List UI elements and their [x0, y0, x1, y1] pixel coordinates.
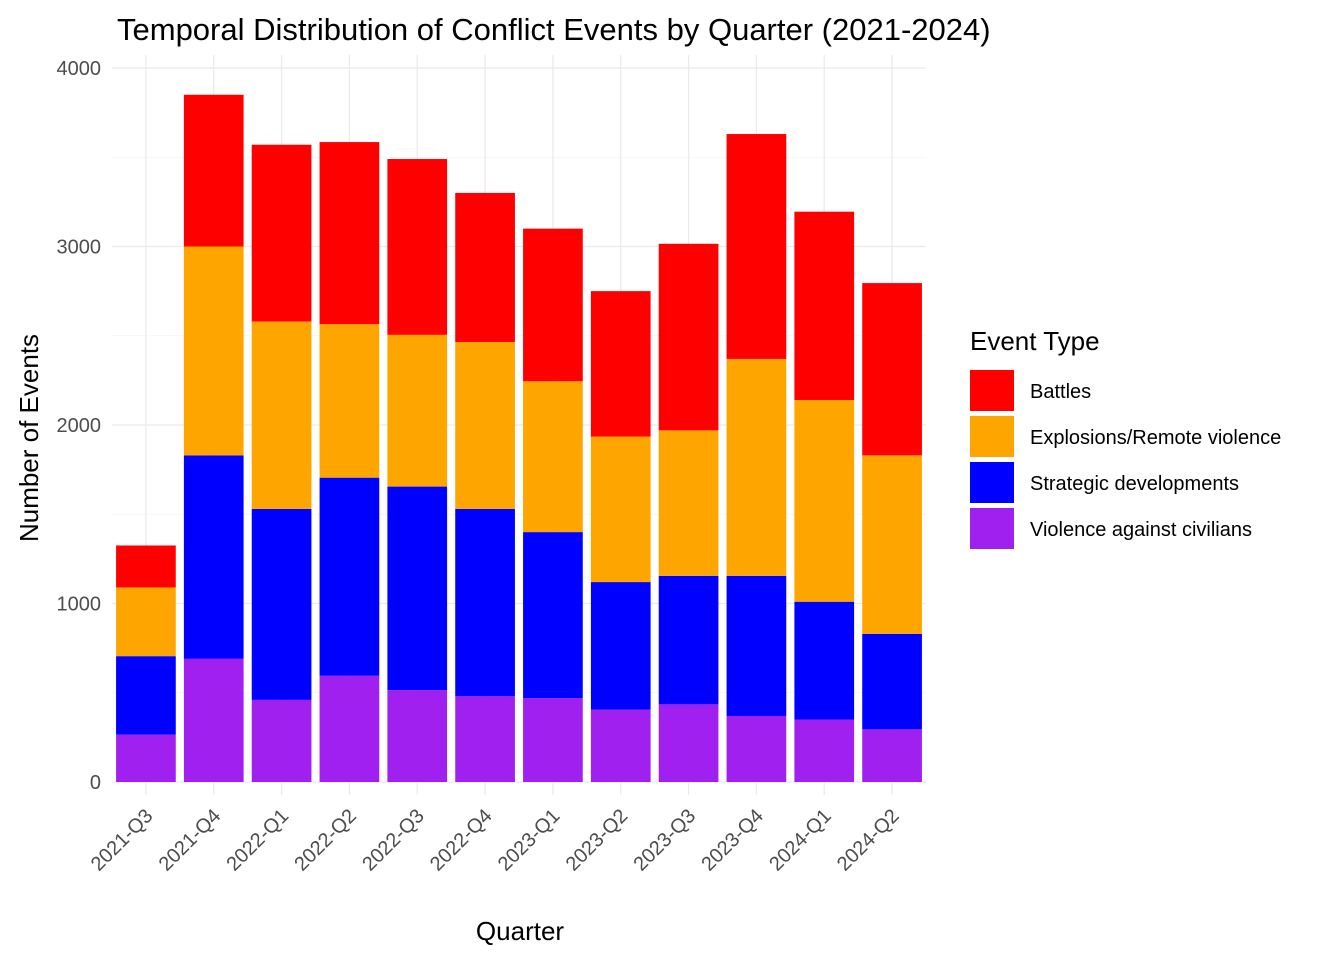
legend-label: Battles [1030, 381, 1091, 403]
bar-segment [251, 321, 312, 509]
x-tick-label: 2024-Q1 [765, 805, 836, 876]
bar-segment [387, 690, 448, 782]
y-axis-ticks: 0 1000 2000 3000 4000 [57, 58, 102, 794]
bar-segment [862, 633, 922, 730]
bar-segment [726, 575, 787, 716]
y-tick-label: 4000 [57, 58, 102, 80]
y-tick-label: 1000 [57, 594, 102, 616]
bar-segment [726, 134, 787, 359]
bar-segment [319, 675, 380, 782]
legend-swatch [970, 416, 1014, 457]
x-tick-label: 2023-Q2 [562, 805, 633, 876]
x-axis-label: Quarter [476, 916, 564, 946]
legend: Event Type Battles Explosions/Remote viol… [970, 326, 1281, 549]
bar-segment [183, 94, 244, 247]
bar-segment [862, 283, 922, 456]
bar-segment [658, 575, 719, 705]
bar-segment [794, 211, 855, 401]
bar-segment [794, 400, 855, 602]
x-tick-label: 2024-Q2 [833, 805, 904, 876]
bar-segment [319, 142, 380, 325]
legend-label: Explosions/Remote violence [1030, 427, 1281, 449]
chart-title: Temporal Distribution of Conflict Events… [117, 12, 991, 47]
bar-segment [251, 144, 312, 322]
legend-label: Violence against civilians [1030, 519, 1252, 541]
legend-title: Event Type [970, 326, 1100, 356]
bar-segment [251, 699, 312, 782]
bar-segment [183, 658, 244, 782]
bar-segment [590, 582, 651, 710]
x-tick-label: 2023-Q4 [697, 805, 768, 876]
bar-segment [794, 719, 855, 782]
bar-segment [862, 455, 922, 634]
bar-segment [455, 696, 515, 782]
bar-segment [726, 715, 787, 782]
bar-segment [590, 436, 651, 583]
legend-swatch [970, 508, 1014, 549]
bar-segment [319, 477, 380, 676]
bar-segment [387, 159, 448, 335]
bar-segment [251, 508, 312, 700]
bar-segment [862, 729, 922, 782]
bar-segment [794, 601, 855, 720]
legend-label: Strategic developments [1030, 473, 1239, 495]
bar-segment [523, 381, 583, 533]
y-axis-label: Number of Events [14, 334, 44, 542]
bar-segment [658, 243, 719, 431]
bar-segment [319, 324, 380, 478]
bar-segment [658, 430, 719, 576]
y-tick-label: 2000 [57, 415, 102, 437]
x-tick-label: 2022-Q3 [358, 805, 429, 876]
bar-segment [658, 704, 719, 782]
x-tick-label: 2022-Q2 [290, 805, 361, 876]
bar-segment [183, 246, 244, 456]
bar-segment [455, 192, 515, 342]
x-tick-label: 2022-Q1 [223, 805, 294, 876]
y-tick-label: 3000 [57, 237, 102, 259]
x-tick-label: 2023-Q1 [494, 805, 565, 876]
bar-segment [387, 486, 448, 691]
bar-segment [183, 455, 244, 659]
bar-segment [116, 656, 176, 735]
y-tick-label: 0 [90, 772, 101, 794]
x-tick-label: 2022-Q4 [426, 805, 497, 876]
bar-segment [726, 358, 787, 576]
legend-swatch [970, 370, 1014, 411]
bar-segment [116, 545, 176, 588]
bar-segment [523, 228, 583, 382]
bar-segment [590, 709, 651, 782]
bar-segment [116, 734, 176, 782]
bar-segment [455, 341, 515, 509]
x-tick-label: 2023-Q3 [630, 805, 701, 876]
x-tick-label: 2021-Q3 [87, 805, 158, 876]
bar-segment [387, 334, 448, 487]
x-axis-ticks: 2021-Q32021-Q42022-Q12022-Q22022-Q32022-… [87, 805, 904, 876]
bar-segment [116, 587, 176, 657]
bars [116, 94, 922, 782]
legend-swatch [970, 462, 1014, 503]
bar-segment [523, 532, 583, 699]
bar-segment [590, 291, 651, 437]
bar-segment [523, 698, 583, 782]
x-tick-label: 2021-Q4 [155, 805, 226, 876]
bar-segment [455, 508, 515, 697]
